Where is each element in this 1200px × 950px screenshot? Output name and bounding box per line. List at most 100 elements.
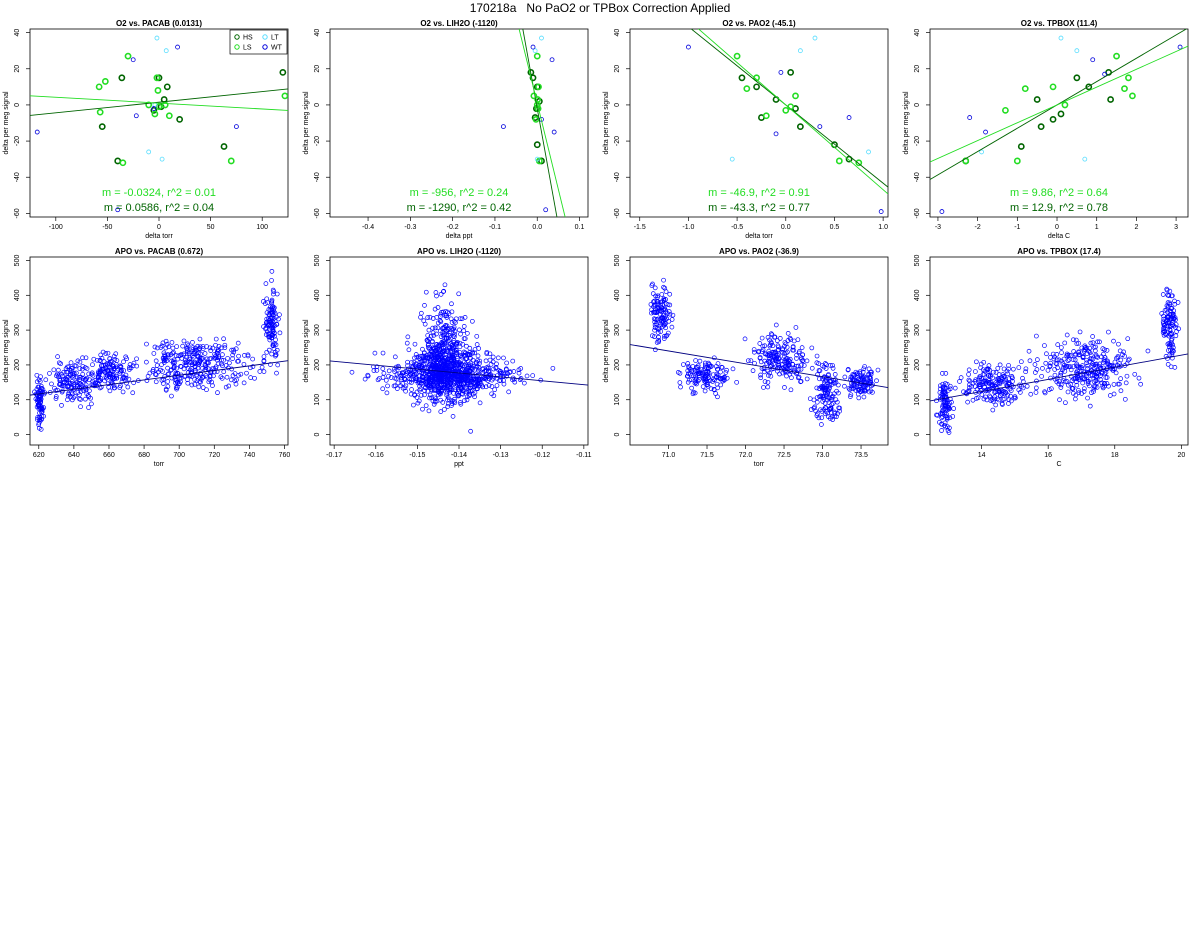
data-point [423,289,429,295]
data-point [61,383,67,389]
data-point-wt [817,124,823,130]
data-point [980,372,986,377]
legend-label: WT [271,45,283,52]
data-point [1163,332,1169,338]
data-point [947,383,953,389]
data-point [798,379,803,385]
data-point [200,344,206,349]
data-point [417,373,423,379]
data-point [991,369,996,375]
data-point [677,370,683,376]
data-point [442,282,448,288]
y-tick-label: -60 [914,208,921,218]
data-point [825,410,831,416]
plot-frame [629,256,889,446]
data-point [467,352,473,358]
data-point [471,376,476,382]
data-point-hs [150,106,158,114]
data-point [1091,389,1096,394]
data-point [1166,319,1172,324]
data-point [1066,364,1072,369]
data-point [1172,315,1178,320]
legend-label: LT [271,35,279,42]
data-point [684,373,690,379]
y-tick-label: 200 [614,359,621,371]
data-point [836,390,841,396]
x-axis-label: delta C [1048,233,1070,240]
data-point [830,417,836,422]
plot-area [501,29,566,217]
data-point [431,379,437,384]
data-point [416,398,422,404]
data-point [403,383,409,389]
data-point [83,382,89,388]
data-point [230,356,235,361]
data-point-lt [154,35,160,41]
data-point [55,371,60,377]
data-point [861,394,867,400]
data-point [380,350,386,356]
data-point [976,382,982,388]
data-point [847,394,853,399]
data-point [490,354,496,360]
data-point [1043,360,1049,366]
data-point [468,428,474,434]
data-point [1075,387,1081,393]
x-tick-label: 14 [978,452,986,459]
y-tick-label: 40 [14,29,21,37]
data-point [983,380,989,386]
data-point [230,352,236,358]
data-point [198,351,203,357]
x-tick-label: -1.0 [682,224,694,231]
data-point [395,380,401,386]
data-point [96,369,101,375]
fit-annotation-light: m = -956, r^2 = 0.24 [410,187,509,199]
data-point [773,349,778,355]
data-point [47,371,52,376]
data-point [1080,376,1085,381]
data-point [427,395,432,401]
data-point [698,370,704,376]
data-point [474,342,480,347]
data-point [800,352,806,358]
data-point [1161,323,1167,328]
data-point-wt [939,209,945,214]
data-point [1034,367,1040,372]
data-point [847,387,853,392]
data-point [937,390,943,395]
data-point [207,374,213,379]
y-tick-label: 200 [314,359,321,371]
data-point-hs [1107,96,1114,103]
data-point [419,310,424,316]
data-point [756,348,762,354]
x-tick-label: 680 [138,452,150,459]
data-point [819,422,824,427]
x-tick-label: 0 [1055,224,1059,231]
data-point [1066,382,1071,388]
data-point [144,378,150,383]
data-point [765,335,771,340]
data-point [702,375,708,380]
legend-label: LS [243,45,252,52]
data-point [438,319,444,325]
data-point [241,361,247,367]
data-point-ls [534,96,542,103]
data-point [416,379,422,385]
data-point [264,296,270,302]
data-point [69,379,75,384]
data-point [425,339,431,344]
data-point [489,377,495,383]
data-point [949,399,954,405]
data-point [653,293,659,299]
data-point [494,383,500,388]
data-point [703,379,708,385]
data-point [853,388,859,393]
data-point-ls [153,74,161,82]
data-point [800,358,805,364]
data-point-wt [133,113,139,119]
data-point [687,366,693,372]
data-point [218,374,224,380]
data-point [1105,359,1110,365]
data-point [170,345,176,351]
data-point [436,349,442,354]
